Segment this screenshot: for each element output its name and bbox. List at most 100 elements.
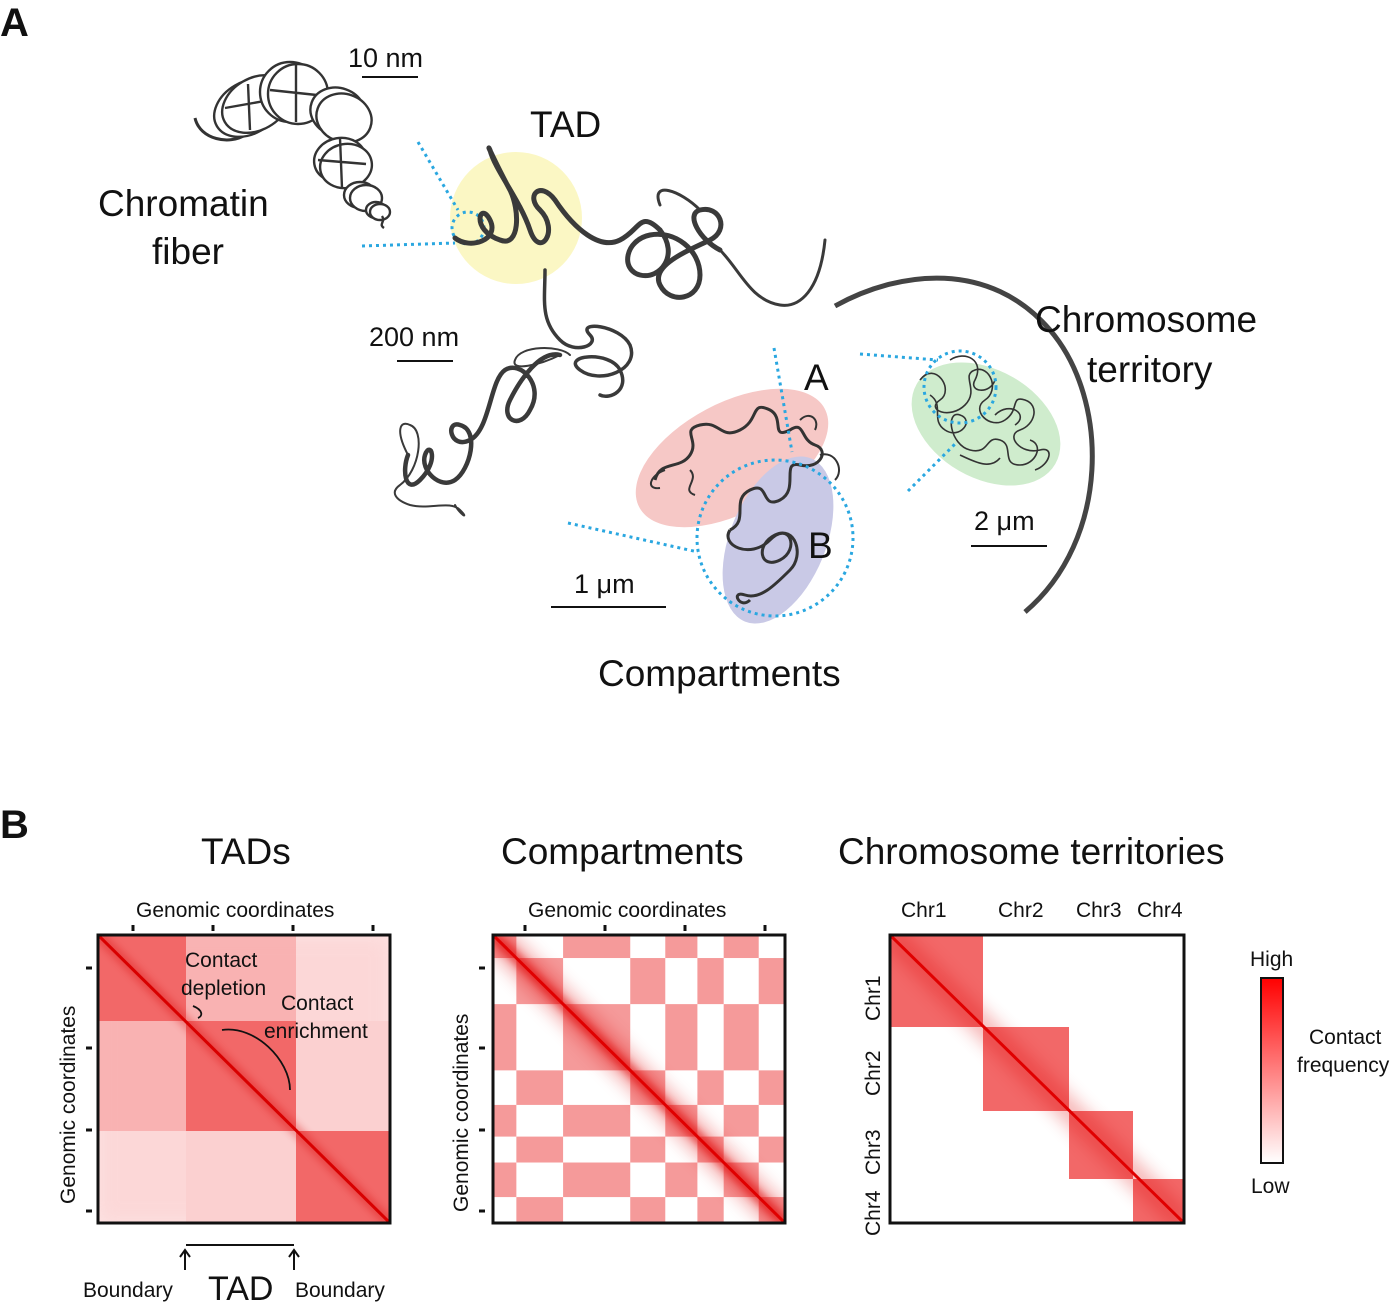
territory-region [911, 362, 1061, 486]
compartment-cell [630, 1162, 666, 1198]
compartment-cell [697, 1004, 725, 1071]
tads-ticks [86, 925, 375, 1213]
compartment-cell [493, 1197, 517, 1223]
tads-matrix-frame [96, 933, 392, 1225]
compartment-cell [493, 1136, 517, 1164]
compartment-chromatin [650, 405, 840, 605]
compartment-cell [758, 1070, 785, 1106]
compartment-cell [665, 1004, 698, 1071]
chr3-col-label: Chr3 [1076, 899, 1122, 922]
compartment-cell [723, 1004, 760, 1071]
zoom-lines-fiber [361, 141, 460, 248]
compartment-cell [697, 935, 725, 959]
chromatin-fiber-label-line2: fiber [152, 231, 224, 272]
compartment-cell [630, 935, 666, 959]
compartment-cell [516, 1136, 564, 1164]
nuclear-envelope-arc [833, 275, 1095, 614]
chr4-col-label: Chr4 [1137, 899, 1183, 922]
compartment-cell [630, 1136, 666, 1164]
panel-a-label: A [0, 1, 29, 45]
zoom-lines-compartments [567, 347, 794, 554]
chromosome-territory-label-line2: territory [1087, 349, 1213, 390]
compartment-cell [665, 958, 698, 1005]
nucleosome-fiber-illustration [193, 60, 392, 229]
compartment-cell [723, 958, 760, 1005]
compartment-cell [563, 958, 631, 1005]
chromatin-loops-path [393, 347, 571, 517]
compartment-cell [563, 1136, 631, 1164]
compartments-ticks [479, 925, 767, 1213]
compartment-cell [516, 1162, 564, 1198]
compartment-cell [493, 1104, 517, 1138]
tads-y-axis-label: Genomic coordinates [57, 1006, 80, 1204]
compartment-cell [697, 1070, 725, 1106]
scale-label-200nm: 200 nm [369, 322, 459, 352]
boundary-right-label: Boundary [295, 1279, 385, 1302]
compartment-cell [563, 1104, 631, 1138]
legend-high-label: High [1250, 948, 1293, 971]
compartment-cell [516, 1070, 564, 1106]
compartment-cell [665, 935, 698, 959]
tad-chromatin-path [452, 145, 827, 398]
tad-label: TAD [530, 104, 601, 145]
panel-b-label: B [0, 803, 29, 847]
boundary-left-label: Boundary [83, 1279, 173, 1302]
compartment-cell [493, 1004, 517, 1071]
compartment-cell [563, 1197, 631, 1223]
scale-label-1um: 1 μm [574, 569, 635, 599]
contact-depletion-line2: depletion [181, 977, 266, 1000]
compartment-cell [723, 1104, 760, 1138]
territories-heatmap [890, 935, 1184, 1223]
chr3-row-label: Chr3 [862, 1129, 885, 1175]
scale-label-10nm: 10 nm [348, 43, 423, 73]
compartments-x-axis-label: Genomic coordinates [528, 899, 726, 922]
compartment-cell [665, 1197, 698, 1223]
tads-x-axis-label: Genomic coordinates [136, 899, 334, 922]
compartment-cell [516, 1197, 564, 1223]
compartment-cell [630, 1197, 666, 1223]
chromosome-territory-label-line1: Chromosome [1035, 299, 1257, 340]
zoom-lines-territory [859, 352, 957, 493]
compartment-cell [697, 958, 725, 1005]
territories-title: Chromosome territories [838, 831, 1225, 872]
compartment-cell [493, 1070, 517, 1106]
enrichment-arc [221, 1028, 291, 1091]
contact-depletion-line1: Contact [185, 949, 258, 972]
compartment-cell [758, 935, 785, 959]
zoom-circle-territory [922, 349, 998, 425]
chr1-row-label: Chr1 [862, 975, 885, 1021]
contact-enrichment-line2: enrichment [264, 1020, 368, 1043]
compartments-heatmap [493, 935, 785, 1223]
tad-bracket-label: TAD [208, 1270, 273, 1302]
compartment-cell [758, 1004, 785, 1071]
legend-low-label: Low [1251, 1175, 1290, 1198]
compartment-cell [697, 1197, 725, 1223]
compartment-b-label: B [808, 525, 833, 566]
territory-chromatin [919, 355, 1050, 471]
compartment-a-label: A [804, 357, 829, 398]
chr4-row-label: Chr4 [862, 1190, 885, 1236]
compartment-cell [516, 1004, 564, 1071]
compartment-b-region [722, 456, 834, 624]
territories-matrix-frame [888, 933, 1186, 1225]
contact-enrichment-line1: Contact [281, 992, 354, 1015]
chromatin-fiber-label-line1: Chromatin [98, 183, 269, 224]
compartment-cell [758, 1104, 785, 1138]
compartment-cell [563, 1162, 631, 1198]
compartment-cell [630, 958, 666, 1005]
tads-heatmap [98, 935, 390, 1223]
tads-title: TADs [201, 831, 291, 872]
compartments-y-axis-label: Genomic coordinates [450, 1014, 473, 1212]
compartments-title: Compartments [501, 831, 744, 872]
compartment-cell [665, 1162, 698, 1198]
zoom-circle-compartments [695, 458, 855, 618]
depletion-pointer [192, 1005, 203, 1019]
tad-boundary-markers [179, 1244, 300, 1270]
compartment-cell [723, 935, 760, 959]
chr1-col-label: Chr1 [901, 899, 947, 922]
compartment-cell [516, 1104, 564, 1138]
chr2-row-label: Chr2 [862, 1050, 885, 1096]
compartment-cell [723, 1070, 760, 1106]
chr2-col-label: Chr2 [998, 899, 1044, 922]
